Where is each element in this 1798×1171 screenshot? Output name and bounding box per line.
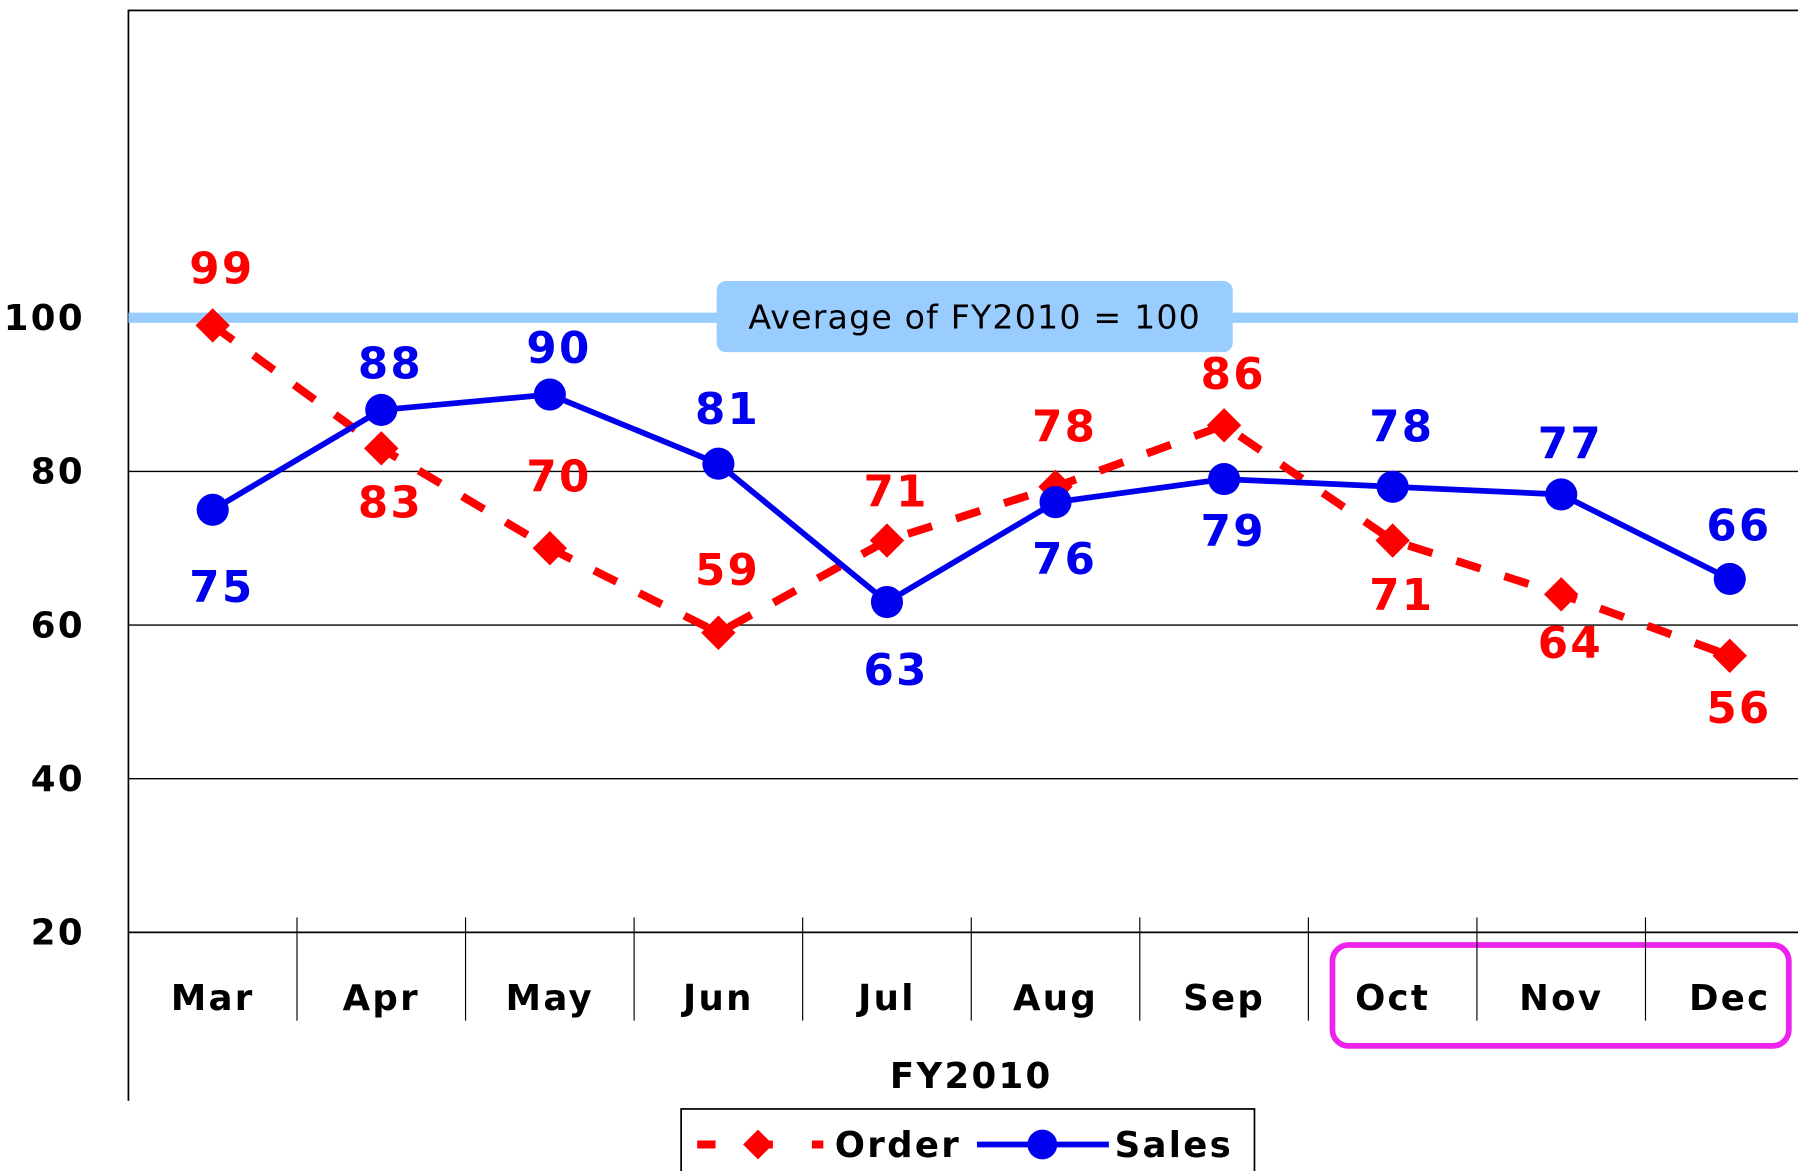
reference-label: Average of FY2010 = 100 xyxy=(748,297,1201,336)
marker xyxy=(1376,470,1409,503)
data-label: 66 xyxy=(1706,502,1771,552)
y-tick-label: 40 xyxy=(31,759,85,800)
data-label: 70 xyxy=(526,452,591,502)
y-tick-label: 20 xyxy=(31,913,85,954)
marker xyxy=(533,378,566,411)
x-tick-label: Jul xyxy=(856,978,916,1019)
data-label: 86 xyxy=(1201,350,1266,400)
legend-box xyxy=(680,1108,1256,1171)
data-label: 56 xyxy=(1706,684,1771,734)
series-line xyxy=(210,322,1732,660)
data-label: 71 xyxy=(1369,571,1434,621)
x-tick-label: Dec xyxy=(1689,978,1771,1019)
x-tick-label: Jun xyxy=(681,978,754,1019)
reference-label-box xyxy=(716,281,1233,353)
legend-marker xyxy=(1027,1129,1058,1160)
marker xyxy=(870,585,904,619)
data-label: 77 xyxy=(1538,419,1603,469)
x-tick-label: Sep xyxy=(1183,978,1265,1019)
x-tick-label: Aug xyxy=(1013,978,1098,1019)
marker xyxy=(869,523,905,558)
x-tick-label: Mar xyxy=(171,978,255,1019)
legend-label: Sales xyxy=(1115,1125,1233,1166)
x-tick-label: May xyxy=(506,978,594,1019)
legend-label: Order xyxy=(835,1125,961,1166)
data-label: 63 xyxy=(864,646,929,696)
marker xyxy=(701,615,736,650)
marker xyxy=(1039,486,1072,519)
y-tick-label: 60 xyxy=(31,605,85,646)
data-label: 75 xyxy=(189,563,254,613)
y-tick-label: 80 xyxy=(31,452,85,493)
data-label: 83 xyxy=(358,479,423,529)
marker xyxy=(1713,562,1746,596)
data-label: 79 xyxy=(1201,507,1266,557)
marker xyxy=(1206,408,1242,443)
marker xyxy=(196,493,229,526)
x-tick-label: Oct xyxy=(1355,978,1430,1019)
data-label: 78 xyxy=(1032,402,1097,452)
data-label: 90 xyxy=(526,324,591,374)
x-tick-label: Apr xyxy=(343,978,420,1019)
highlight-box xyxy=(1329,942,1792,1049)
marker xyxy=(195,308,230,343)
data-label: 81 xyxy=(695,385,760,435)
data-label: 71 xyxy=(864,468,929,518)
x-axis-title: FY2010 xyxy=(890,1056,1053,1097)
marker xyxy=(1208,463,1241,496)
marker xyxy=(1545,478,1578,511)
series-line xyxy=(211,391,1732,606)
marker xyxy=(365,393,398,426)
data-label: 78 xyxy=(1369,402,1434,452)
marker xyxy=(532,531,568,566)
y-tick-label: 100 xyxy=(4,298,85,339)
marker xyxy=(364,431,399,466)
x-tick-label: Nov xyxy=(1519,978,1603,1019)
data-label: 59 xyxy=(695,546,760,596)
data-label: 76 xyxy=(1032,535,1097,585)
data-label: 99 xyxy=(189,245,254,295)
data-label: 64 xyxy=(1538,619,1603,669)
legend-marker xyxy=(743,1129,773,1160)
marker xyxy=(1712,638,1747,673)
data-label: 88 xyxy=(358,339,423,389)
marker xyxy=(1544,577,1579,612)
marker xyxy=(702,447,735,480)
